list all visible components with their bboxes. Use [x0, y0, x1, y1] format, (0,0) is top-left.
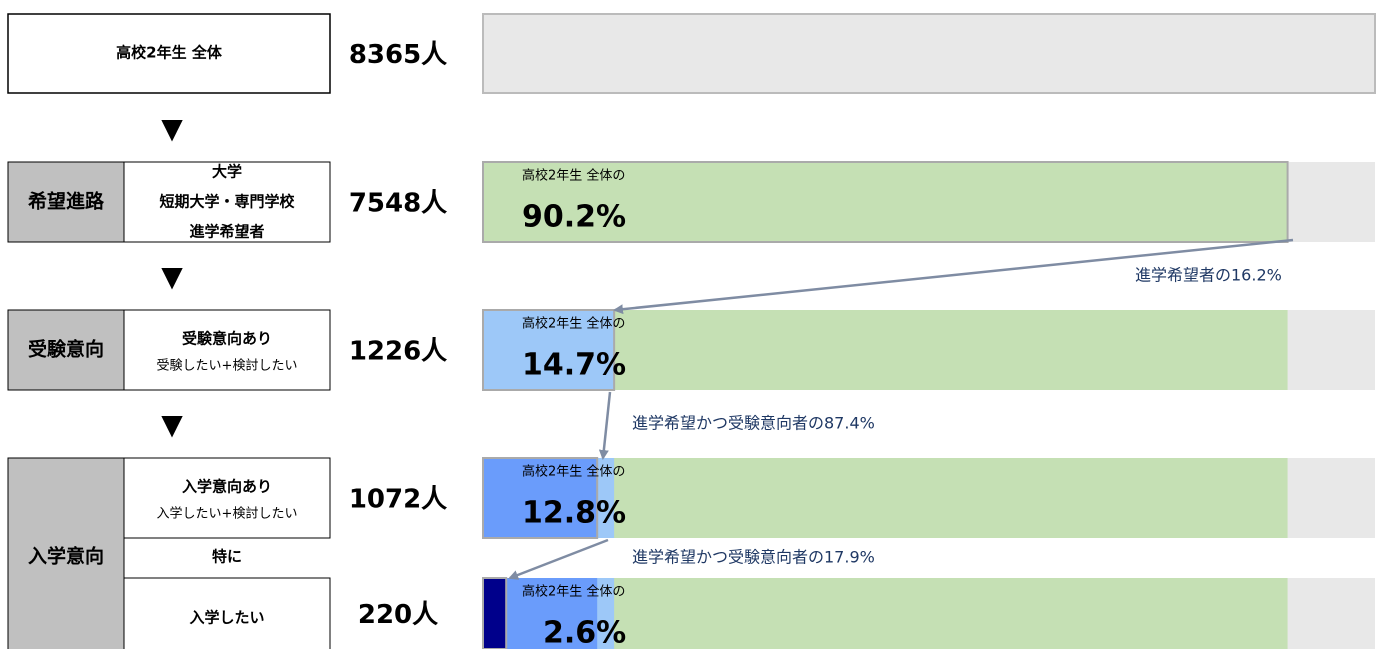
stage-label: 入学意向 — [28, 545, 104, 568]
stage-box — [7, 457, 125, 649]
bar-track — [482, 13, 1376, 94]
flow-arrow — [508, 538, 609, 580]
down-marker: ▼ — [161, 260, 183, 293]
flow-note: 進学希望かつ受験意向者の87.4% — [632, 414, 875, 433]
row-label: 入学したい — [189, 609, 264, 627]
row-label: 短期大学・専門学校 — [159, 193, 295, 211]
label-box — [7, 13, 331, 94]
percent-label: 90.2% — [522, 200, 626, 235]
down-marker: ▼ — [161, 112, 183, 145]
share-label: 高校2年生 全体の — [522, 316, 625, 332]
count: 1072人 — [349, 485, 447, 515]
share-label: 高校2年生 全体の — [522, 584, 625, 600]
stage-label: 希望進路 — [28, 190, 105, 213]
percent-label: 14.7% — [522, 348, 626, 383]
flow-arrow — [598, 391, 612, 460]
flow-note: 進学希望者の16.2% — [1135, 266, 1282, 285]
label-box — [123, 309, 331, 391]
stage-box — [7, 309, 125, 391]
label-box — [123, 457, 331, 539]
label-box — [123, 577, 331, 649]
bar — [483, 310, 1288, 390]
percent-label: 2.6% — [543, 616, 626, 649]
row-label: 高校2年生 全体 — [116, 44, 223, 62]
bar — [482, 161, 1289, 243]
down-marker: ▼ — [161, 408, 183, 441]
stage-box — [7, 161, 125, 243]
bar — [482, 309, 616, 391]
percent-label: 12.8% — [522, 496, 626, 531]
share-label: 高校2年生 全体の — [522, 168, 625, 184]
row-label: 特に — [212, 548, 242, 566]
flow-arrow — [613, 238, 1294, 315]
label-box — [123, 161, 331, 243]
count: 8365人 — [349, 40, 447, 70]
share-label: 高校2年生 全体の — [522, 464, 625, 480]
count: 220人 — [358, 600, 438, 630]
count: 1226人 — [349, 337, 447, 367]
count: 7548人 — [349, 189, 447, 219]
row-label: 受験意向あり — [182, 330, 272, 348]
flow-note: 進学希望かつ受験意向者の17.9% — [632, 548, 875, 567]
row-label: 進学希望者 — [189, 223, 264, 241]
bar — [483, 578, 1288, 649]
row-sublabel: 受験したい+検討したい — [157, 358, 298, 374]
bar — [483, 458, 1288, 538]
row-sublabel: 入学したい+検討したい — [157, 506, 298, 522]
bar — [482, 457, 599, 539]
stage-label: 受験意向 — [28, 338, 104, 361]
bar — [482, 577, 508, 649]
row-label: 大学 — [212, 163, 242, 181]
row-label: 入学意向あり — [182, 478, 272, 496]
